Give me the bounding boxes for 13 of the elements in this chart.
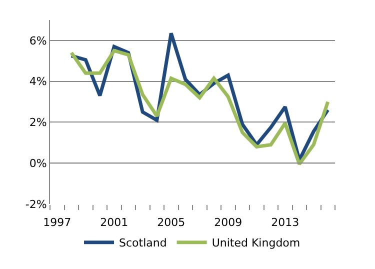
y-tick-label: 2% xyxy=(29,116,47,130)
x-tick-label: 2001 xyxy=(100,216,128,229)
y-tick-label: 4% xyxy=(29,75,47,88)
y-tick-label: -2% xyxy=(25,198,47,211)
y-tick-label: 6% xyxy=(29,34,47,48)
line-series xyxy=(70,48,330,166)
x-tick-label: 1997 xyxy=(43,216,72,229)
x-tick-label: 2009 xyxy=(214,216,242,229)
legend-label: Scotland xyxy=(119,236,167,250)
legend-label: United Kingdom xyxy=(212,236,300,250)
x-tick-label: 2013 xyxy=(271,216,300,229)
y-tick-label: 0% xyxy=(29,156,47,170)
x-tick-label: 2005 xyxy=(157,216,186,229)
